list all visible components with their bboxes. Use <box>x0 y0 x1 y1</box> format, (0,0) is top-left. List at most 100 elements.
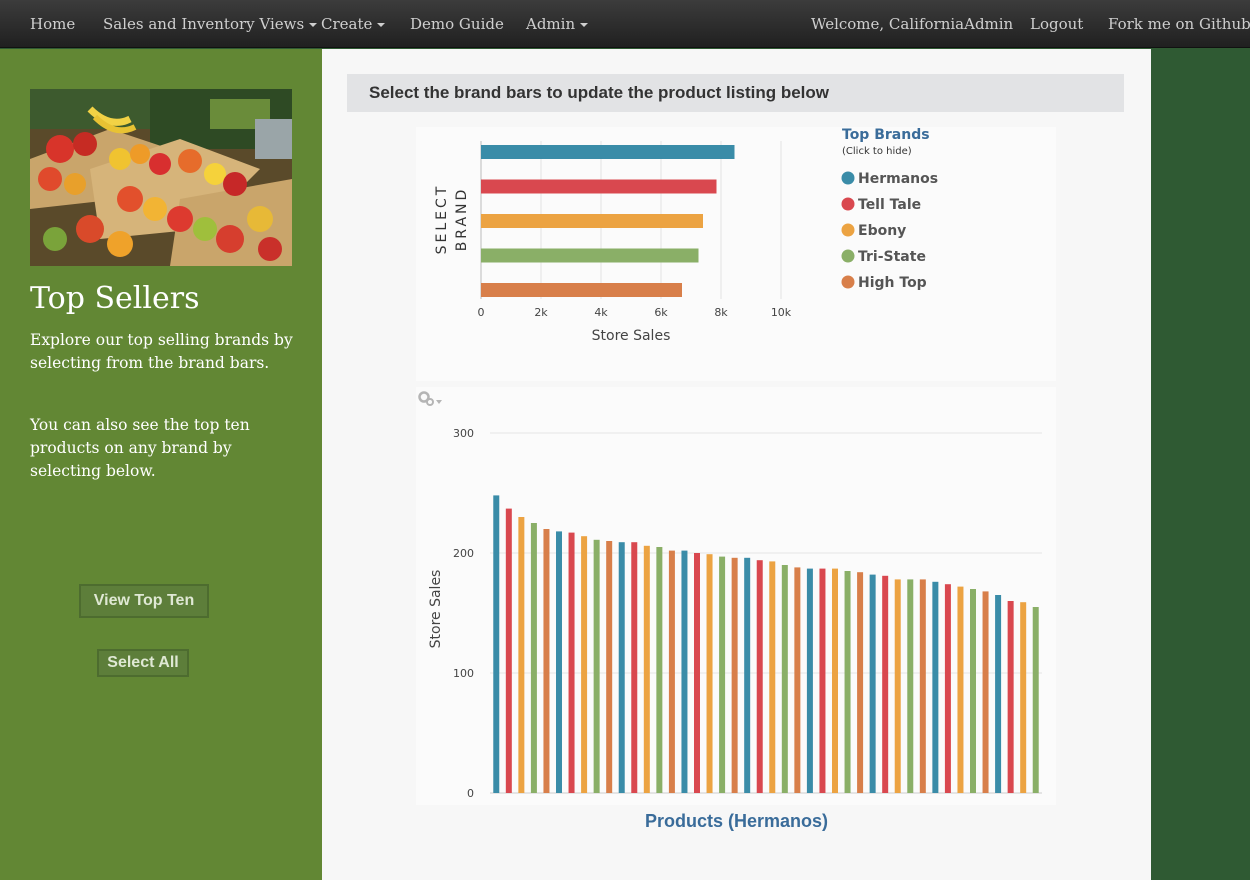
product-bar[interactable] <box>781 565 788 793</box>
sidebar: Top Sellers Explore our top selling bran… <box>0 49 322 880</box>
brand-y-axis-label: SELECT <box>434 184 450 255</box>
product-bar[interactable] <box>794 567 801 793</box>
nav-demo-guide-link[interactable]: Demo Guide <box>410 15 504 33</box>
product-bar[interactable] <box>493 495 500 793</box>
nav-admin-dropdown[interactable]: Admin <box>526 0 589 48</box>
sidebar-title: Top Sellers <box>30 281 200 316</box>
product-bar[interactable] <box>643 545 650 793</box>
legend-item-tri-state[interactable]: Tri-State <box>858 249 926 265</box>
product-bar[interactable] <box>944 584 951 793</box>
nav-welcome-text: Welcome, CaliforniaAdmin <box>811 15 1014 33</box>
product-bar[interactable] <box>832 568 838 793</box>
products-chart-panel: 0 100 200 300 Store Sales <box>416 387 1056 805</box>
nav-create-dropdown[interactable]: Create <box>321 0 386 48</box>
brand-bar-hermanos[interactable] <box>481 145 735 159</box>
product-bar[interactable] <box>907 579 914 793</box>
brand-bar-tri-state[interactable] <box>481 248 699 263</box>
legend-swatch[interactable] <box>841 197 855 211</box>
product-bar[interactable] <box>995 595 1002 793</box>
product-bar[interactable] <box>618 542 625 793</box>
product-bar[interactable] <box>894 579 901 793</box>
product-bar[interactable] <box>919 579 926 793</box>
legend-swatch[interactable] <box>841 223 855 237</box>
product-y-tick-label: 300 <box>453 427 474 440</box>
product-bar[interactable] <box>556 531 562 793</box>
legend-swatch[interactable] <box>841 249 855 263</box>
product-bar[interactable] <box>957 586 964 793</box>
product-bar[interactable] <box>518 517 525 793</box>
brand-x-tick-label: 10k <box>771 306 792 319</box>
product-bar[interactable] <box>681 550 688 793</box>
nav-fork-github-link[interactable]: Fork me on Github <box>1108 15 1250 33</box>
product-y-tick-label: 100 <box>453 667 474 680</box>
brand-x-tick-label: 6k <box>654 306 668 319</box>
product-bar[interactable] <box>543 529 550 793</box>
product-bar[interactable] <box>656 547 663 793</box>
product-bar[interactable] <box>970 589 976 793</box>
product-y-tick-label: 0 <box>467 787 474 800</box>
legend-title: Top Brands <box>842 127 930 143</box>
product-bar[interactable] <box>694 553 700 793</box>
brand-y-axis-label-line2: BRAND <box>454 187 470 252</box>
product-bar[interactable] <box>606 541 613 793</box>
product-bar[interactable] <box>568 532 575 793</box>
nav-home-link[interactable]: Home <box>30 15 76 33</box>
right-margin <box>1151 49 1250 880</box>
product-bar[interactable] <box>869 574 876 793</box>
caret-down-icon <box>309 23 318 27</box>
legend-subtitle: (Click to hide) <box>842 146 912 157</box>
product-bar[interactable] <box>719 556 726 793</box>
brand-bar-ebony[interactable] <box>481 214 703 228</box>
product-bar[interactable] <box>982 591 989 793</box>
product-bar[interactable] <box>1007 601 1014 793</box>
legend-swatch[interactable] <box>841 171 855 185</box>
instruction-banner: Select the brand bars to update the prod… <box>347 74 1124 112</box>
sidebar-description: Explore our top selling brands by select… <box>30 331 293 372</box>
legend-item-tell-tale[interactable]: Tell Tale <box>858 197 921 213</box>
select-all-button[interactable]: Select All <box>97 649 189 677</box>
brand-x-tick-label: 0 <box>478 306 485 319</box>
product-bar[interactable] <box>1032 607 1039 793</box>
products-chart-title: Products (Hermanos) <box>644 811 829 831</box>
product-bar[interactable] <box>806 568 813 793</box>
product-bar[interactable] <box>505 508 512 793</box>
product-bar[interactable] <box>756 560 763 793</box>
product-bar[interactable] <box>706 554 713 793</box>
product-bar[interactable] <box>631 542 638 793</box>
product-bar[interactable] <box>932 581 939 793</box>
products-bar-chart: 0 100 200 300 Store Sales <box>418 391 1042 800</box>
brand-x-tick-label: 2k <box>534 306 548 319</box>
nav-views-dropdown[interactable]: Sales and Inventory Views <box>103 0 318 48</box>
chart-settings-gear-icon[interactable] <box>418 391 443 406</box>
product-bar[interactable] <box>530 523 537 793</box>
nav-admin-label: Admin <box>526 15 576 33</box>
product-bar[interactable] <box>731 557 738 793</box>
produce-market-photo <box>30 89 292 266</box>
product-bar[interactable] <box>769 561 776 793</box>
legend-item-ebony[interactable]: Ebony <box>858 223 906 239</box>
product-bar[interactable] <box>819 568 826 793</box>
caret-down-icon <box>377 23 386 27</box>
brand-bar-chart[interactable]: 0 2k 4k 6k 8k 10k Store Sales SELECT BRAND Top Br… <box>416 127 1056 381</box>
caret-down-icon <box>580 23 589 27</box>
product-bar[interactable] <box>882 575 889 793</box>
product-bar[interactable] <box>857 572 864 793</box>
brand-x-tick-label: 4k <box>594 306 608 319</box>
product-bar[interactable] <box>593 539 600 793</box>
brand-x-tick-label: 8k <box>714 306 728 319</box>
top-navbar: Home Sales and Inventory Views Create De… <box>0 0 1250 48</box>
brand-bar-tell-tale[interactable] <box>481 179 717 194</box>
brand-bar-high-top[interactable] <box>481 283 682 297</box>
product-bar[interactable] <box>844 571 851 793</box>
view-top-ten-button[interactable]: View Top Ten <box>79 584 209 618</box>
product-bar[interactable] <box>744 557 751 793</box>
product-bar[interactable] <box>668 550 675 793</box>
product-bar[interactable] <box>1020 602 1027 793</box>
nav-logout-link[interactable]: Logout <box>1030 15 1084 33</box>
legend-swatch[interactable] <box>841 275 855 289</box>
legend-item-high-top[interactable]: High Top <box>858 275 927 291</box>
legend-item-hermanos[interactable]: Hermanos <box>858 171 938 187</box>
product-bar[interactable] <box>581 536 588 793</box>
nav-create-label: Create <box>321 15 373 33</box>
nav-views-label: Sales and Inventory Views <box>103 15 305 33</box>
